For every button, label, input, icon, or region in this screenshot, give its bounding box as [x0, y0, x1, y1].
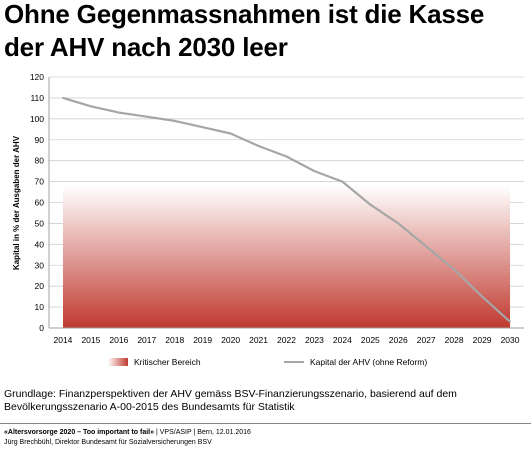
y-tick-label: 120	[30, 72, 44, 82]
x-tick-label: 2018	[165, 335, 184, 345]
data-point	[229, 132, 232, 135]
y-tick-label: 80	[35, 156, 45, 166]
title-line-2: der AHV nach 2030 leer	[4, 32, 288, 62]
x-tick-label: 2027	[417, 335, 436, 345]
x-tick-label: 2016	[109, 335, 128, 345]
caption: Grundlage: Finanzperspektiven der AHV ge…	[4, 388, 457, 413]
y-tick-label: 60	[35, 198, 45, 208]
x-tick-label: 2030	[501, 335, 520, 345]
data-point	[509, 320, 511, 323]
data-point	[481, 295, 483, 298]
footer-campaign-text: «Altersvorsorge 2020 – Too important to …	[4, 429, 155, 436]
footer-org-info: VPS/ASIP | Bern, 12.01.2016	[159, 429, 251, 436]
y-tick-label: 100	[30, 114, 44, 124]
series-layer	[62, 96, 511, 323]
y-tick-label: 50	[35, 218, 45, 228]
data-point	[313, 170, 316, 173]
x-tick-label: 2028	[445, 335, 464, 345]
data-point	[285, 155, 288, 158]
data-point	[453, 268, 456, 271]
data-point	[369, 203, 372, 206]
data-point	[90, 105, 92, 108]
data-point	[425, 245, 428, 248]
y-axis-label: Kapital in % der Ausgaben der AHV	[12, 135, 21, 270]
y-tick-label: 10	[35, 302, 45, 312]
y-tick-label: 40	[35, 239, 45, 249]
legend-label-critical: Kritischer Bereich	[134, 357, 201, 367]
footer-line-1: «Altersvorsorge 2020 – Too important to …	[4, 428, 251, 437]
data-point	[341, 180, 344, 183]
y-tick-label: 90	[35, 135, 45, 145]
data-point	[117, 111, 120, 114]
legend: Kritischer Bereich Kapital der AHV (ohne…	[108, 357, 427, 367]
page-title: Ohne Gegenmassnahmen ist die Kasse der A…	[4, 0, 531, 64]
x-tick-label: 2021	[249, 335, 268, 345]
title-line-1: Ohne Gegenmassnahmen ist die Kasse	[4, 0, 485, 29]
y-tick-label: 30	[35, 260, 45, 270]
y-tick-label: 70	[35, 177, 45, 187]
y-tick-label: 20	[35, 281, 45, 291]
x-tick-label: 2025	[361, 335, 380, 345]
x-tick-label: 2029	[473, 335, 492, 345]
x-tick-label: 2014	[54, 335, 73, 345]
x-tick-label: 2019	[193, 335, 212, 345]
data-point	[201, 126, 204, 129]
legend-swatch-critical	[108, 358, 128, 366]
x-tick-label: 2015	[81, 335, 100, 345]
x-tick-label: 2017	[137, 335, 156, 345]
data-point	[397, 222, 400, 225]
x-tick-label: 2020	[221, 335, 240, 345]
critical-area-layer	[62, 185, 511, 328]
y-tick-label: 110	[30, 93, 44, 103]
data-point	[257, 145, 260, 147]
x-tick-label: 2022	[277, 335, 296, 345]
data-point	[145, 115, 148, 118]
y-tick-label: 0	[39, 323, 44, 333]
critical-area	[62, 185, 511, 328]
footer-author: Jürg Brechbühl, Direktor Bundesamt für S…	[4, 439, 212, 446]
footer-separator: |	[155, 429, 160, 436]
divider-line	[0, 423, 531, 424]
data-point	[173, 120, 176, 122]
footer-campaign: «Altersvorsorge 2020 – Too important to …	[4, 429, 156, 436]
x-tick-label: 2024	[333, 335, 352, 345]
x-tick-label: 2023	[305, 335, 324, 345]
x-tick-label: 2026	[389, 335, 408, 345]
legend-label-line: Kapital der AHV (ohne Reform)	[310, 357, 427, 367]
data-point	[62, 97, 64, 99]
